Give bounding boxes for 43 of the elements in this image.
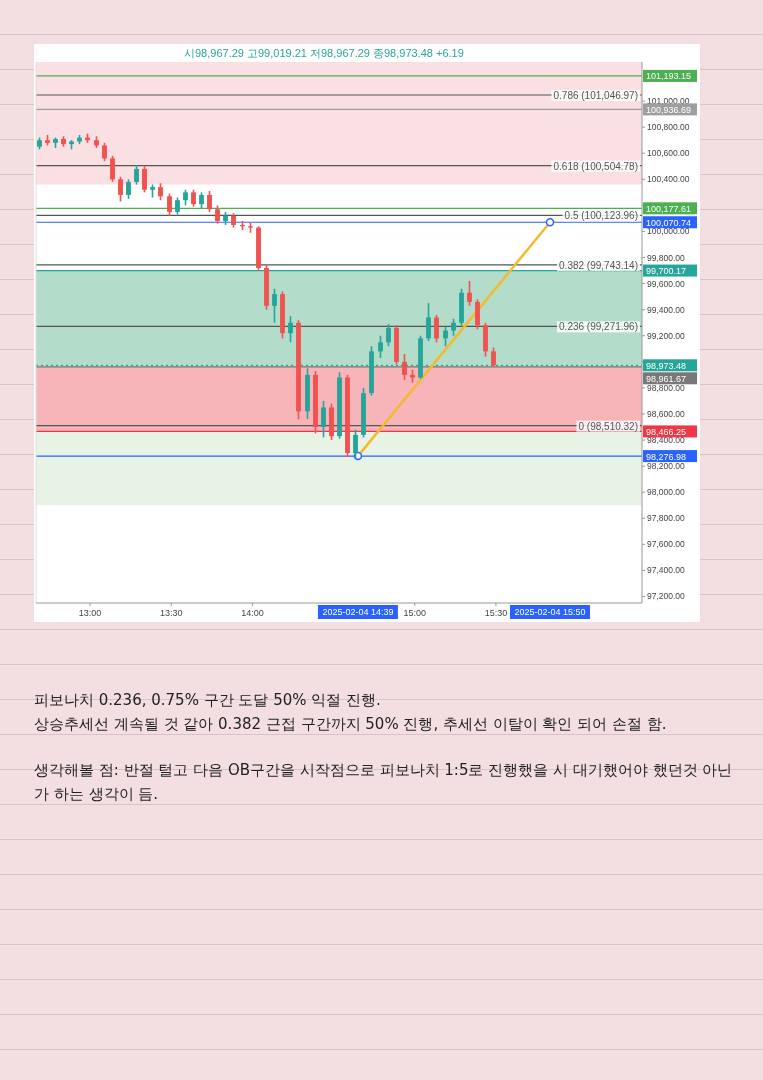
ref-line-label: 101,193.15 [646, 71, 692, 82]
ref-line-label: 99,700.17 [646, 266, 687, 277]
text: 2025-02-04 14:39 [322, 607, 394, 617]
ref-line-label: 100,936.69 [646, 104, 692, 115]
y-tick-label: 98,800.00 [647, 382, 686, 393]
y-tick-label: 98,600.00 [647, 408, 686, 419]
y-tick-label: 98,400.00 [647, 435, 686, 446]
y-tick-label: 97,600.00 [647, 539, 686, 550]
y-tick-label: 99,200.00 [647, 330, 686, 341]
ref-line-label: 98,466.25 [646, 426, 687, 437]
ref-line-label: 100,070.74 [646, 217, 692, 228]
y-tick-label: 100,600.00 [647, 148, 690, 159]
text: 시98,967.29 고99,019.21 저98,967.29 종98,973.48 +6.19 [184, 47, 464, 59]
ref-line-label: 0.236 (99,271.96) [559, 321, 638, 333]
text: 2025-02-04 15:50 [514, 607, 586, 617]
y-tick-label: 97,800.00 [647, 513, 686, 524]
y-tick-label: 100,800.00 [647, 122, 690, 133]
y-tick-label: 99,600.00 [647, 278, 686, 289]
y-tick-label: 97,200.00 [647, 591, 686, 602]
x-tick-label: 14:00 [241, 608, 264, 618]
y-tick-label: 101,000.00 [647, 96, 690, 107]
text: 생각해볼 점: 반절 털고 다음 OB구간을 시작점으로 피보나치 1:5로 진행했을 시 대기했어야 했던것 아닌가 하는 생각이 듬. [34, 760, 734, 805]
ref-line-label: 98,961.67 [646, 373, 687, 384]
ref-line-label: 0.618 (100,504.78) [553, 160, 638, 172]
x-tick-label: 15:30 [484, 608, 508, 618]
y-tick-label: 98,000.00 [647, 487, 686, 498]
x-tick-label: 13:00 [78, 608, 102, 618]
ref-line-label: 0.5 (100,123.96) [564, 210, 638, 222]
y-tick-label: 100,000.00 [647, 226, 690, 237]
ref-line-label: 100,177.61 [646, 203, 692, 214]
x-tick-label: 15:00 [403, 608, 427, 618]
ref-line-label: 0 (98,510.32) [578, 420, 638, 432]
ref-line-label: 98,973.48 [646, 360, 687, 371]
y-tick-label: 97,400.00 [647, 565, 686, 576]
ref-line-label: 98,276.98 [646, 451, 687, 462]
y-tick-label: 99,400.00 [647, 304, 686, 315]
x-tick-label: 13:30 [160, 608, 183, 618]
y-tick-label: 100,400.00 [647, 174, 690, 185]
y-tick-label: 99,800.00 [647, 252, 686, 263]
y-tick-label: 98,200.00 [647, 461, 686, 472]
text: 피보나치 0.236, 0.75% 구간 도달 50% 익절 진행. 상승추세선 계속될 것 같아 0.382 근접 구간까지 50% 진행, 추세선 이탈이 확인 되어 손절 함. [34, 690, 668, 735]
ref-line-label: 0.382 (99,743.14) [559, 259, 638, 271]
ref-line-label: 0.786 (101,046.97) [553, 89, 638, 101]
